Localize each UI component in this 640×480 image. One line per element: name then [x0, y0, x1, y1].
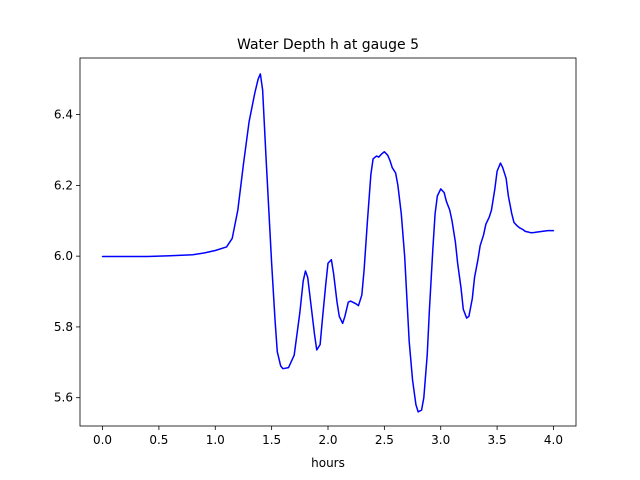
x-axis-label: hours: [311, 456, 345, 470]
chart-title: Water Depth h at gauge 5: [237, 37, 419, 53]
x-tick-label: 1.0: [206, 433, 225, 447]
y-tick-label: 5.8: [54, 320, 73, 334]
x-tick-label: 3.0: [431, 433, 450, 447]
x-tick-label: 3.5: [488, 433, 507, 447]
series-line: [101, 73, 555, 413]
y-tick-label: 6.0: [54, 249, 73, 263]
y-tick-label: 6.4: [54, 108, 73, 122]
x-tick-label: 2.5: [375, 433, 394, 447]
y-axis: 5.6 5.8 6.0 6.2 6.4: [54, 108, 80, 405]
x-tick-label: 4.0: [544, 433, 563, 447]
x-axis: 0.0 0.5 1.0 1.5 2.0 2.5 3.0 3.5 4.0: [93, 426, 563, 447]
x-tick-label: 0.5: [149, 433, 168, 447]
x-tick-label: 0.0: [93, 433, 112, 447]
x-tick-label: 1.5: [262, 433, 281, 447]
y-tick-label: 6.2: [54, 178, 73, 192]
x-tick-label: 2.0: [318, 433, 337, 447]
y-tick-label: 5.6: [54, 391, 73, 405]
